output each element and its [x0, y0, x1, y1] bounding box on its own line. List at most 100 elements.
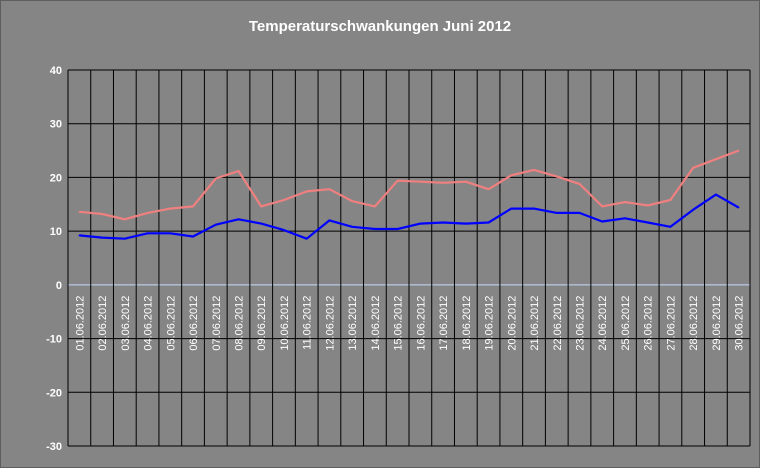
x-tick-label: 11.06.2012 — [302, 296, 314, 350]
y-tick-label: 0 — [56, 280, 62, 292]
x-axis-labels: 01.06.2012 02.06.2012 03.06.2012 04.06.2012… — [74, 296, 745, 351]
x-tick-label: 10.06.2012 — [279, 296, 291, 351]
series-line-max — [79, 149, 739, 221]
data-point — [578, 183, 581, 185]
data-point — [260, 222, 263, 225]
data-point — [78, 211, 81, 213]
data-point — [533, 169, 535, 171]
y-tick-label: -20 — [46, 387, 62, 399]
data-point — [351, 200, 353, 202]
x-tick-label: 18.06.2012 — [461, 296, 473, 351]
x-tick-label: 06.06.2012 — [188, 296, 200, 351]
data-point — [692, 208, 694, 211]
y-tick-label: 30 — [50, 119, 62, 131]
data-point — [214, 177, 217, 180]
data-point — [601, 220, 604, 223]
data-point — [510, 174, 513, 177]
x-tick-label: 12.06.2012 — [324, 296, 336, 351]
x-tick-label: 26.06.2012 — [643, 296, 655, 351]
data-point — [169, 232, 172, 235]
data-point — [737, 149, 740, 152]
x-tick-label: 24.06.2012 — [597, 296, 609, 351]
series-layer — [78, 149, 740, 240]
data-point — [692, 166, 694, 169]
data-point — [419, 180, 422, 183]
data-point — [124, 237, 126, 240]
x-tick-label: 27.06.2012 — [665, 296, 677, 351]
data-point — [715, 193, 717, 196]
data-point — [192, 235, 194, 238]
data-point — [146, 212, 149, 214]
x-tick-label: 03.06.2012 — [120, 296, 132, 351]
x-tick-label: 22.06.2012 — [552, 296, 564, 351]
y-tick-label: 10 — [50, 226, 62, 238]
data-point — [510, 207, 513, 210]
data-point — [78, 234, 81, 237]
data-point — [396, 228, 399, 230]
data-point — [146, 232, 149, 235]
data-point — [646, 221, 649, 224]
data-point — [487, 221, 490, 224]
x-tick-label: 08.06.2012 — [234, 296, 246, 351]
data-point — [124, 218, 126, 221]
data-point — [419, 222, 422, 225]
data-point — [487, 188, 490, 191]
data-point — [465, 222, 467, 225]
x-tick-label: 05.06.2012 — [165, 296, 177, 351]
y-tick-label: 20 — [50, 172, 62, 184]
data-point — [442, 221, 444, 224]
x-tick-label: 20.06.2012 — [506, 296, 518, 351]
data-point — [305, 237, 308, 240]
data-point — [624, 201, 626, 203]
y-tick-label: -10 — [46, 334, 62, 346]
grid-layer — [67, 69, 751, 447]
x-tick-label: 23.06.2012 — [575, 296, 587, 351]
data-point — [737, 206, 740, 209]
x-tick-label: 16.06.2012 — [415, 296, 427, 351]
data-point — [305, 190, 308, 193]
data-point — [192, 205, 194, 208]
data-point — [283, 199, 285, 201]
data-point — [396, 179, 399, 182]
data-point — [101, 213, 103, 215]
data-point — [533, 207, 535, 210]
data-point — [646, 204, 649, 207]
x-tick-label: 13.06.2012 — [347, 296, 359, 351]
data-point — [374, 205, 376, 208]
x-tick-label: 19.06.2012 — [484, 296, 496, 351]
x-tick-label: 07.06.2012 — [211, 296, 223, 351]
x-tick-label: 29.06.2012 — [711, 296, 723, 351]
y-axis-labels: 40 30 20 10 0 -10 -20 -30 — [46, 65, 62, 453]
data-point — [328, 188, 331, 191]
chart-title: Temperaturschwankungen Juni 2012 — [248, 18, 512, 35]
data-point — [283, 229, 285, 231]
data-point — [237, 170, 240, 172]
x-tick-label: 02.06.2012 — [97, 296, 109, 351]
data-point — [101, 236, 103, 239]
y-tick-label: -30 — [46, 441, 62, 453]
x-tick-label: 17.06.2012 — [438, 296, 450, 351]
x-tick-label: 30.06.2012 — [734, 296, 746, 351]
x-tick-label: 21.06.2012 — [529, 296, 541, 351]
x-tick-label: 25.06.2012 — [620, 296, 632, 351]
data-point — [214, 223, 217, 226]
data-point — [374, 228, 376, 230]
data-point — [328, 219, 331, 222]
data-point — [669, 199, 672, 201]
data-point — [351, 226, 353, 228]
data-point — [601, 205, 604, 208]
data-point — [260, 205, 263, 208]
data-point — [624, 217, 626, 220]
data-point — [169, 207, 172, 210]
data-point — [555, 212, 558, 214]
x-tick-label: 14.06.2012 — [370, 296, 382, 351]
x-tick-label: 09.06.2012 — [256, 296, 268, 351]
x-tick-label: 15.06.2012 — [393, 296, 405, 351]
data-point — [465, 180, 467, 183]
x-tick-label: 01.06.2012 — [74, 296, 86, 351]
data-point — [555, 175, 558, 178]
series-line-min — [79, 193, 740, 240]
x-tick-label: 04.06.2012 — [143, 296, 155, 351]
